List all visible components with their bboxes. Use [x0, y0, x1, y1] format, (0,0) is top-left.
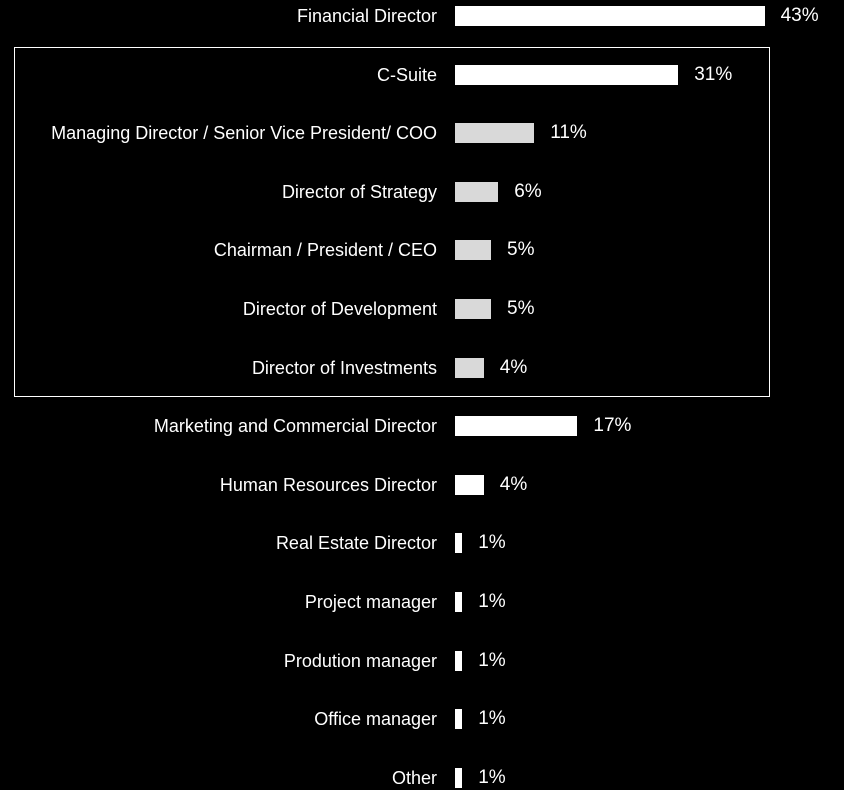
value-label: 4%	[499, 473, 528, 495]
category-label: Real Estate Director	[275, 533, 437, 554]
value-label: 1%	[478, 532, 506, 554]
category-label: Other	[391, 767, 437, 788]
bar	[455, 767, 463, 788]
value-label: 11%	[550, 122, 587, 144]
bar	[455, 474, 484, 495]
category-label: Director of Investments	[251, 357, 437, 378]
category-label: Office manager	[314, 709, 437, 730]
value-label: 31%	[694, 63, 733, 85]
bar	[455, 240, 491, 261]
bar	[455, 181, 499, 202]
category-label: Project manager	[304, 592, 437, 612]
bar	[455, 709, 463, 730]
category-label: Managing Director / Senior Vice Presiden…	[51, 123, 437, 144]
bar	[455, 533, 463, 554]
bar	[455, 299, 491, 319]
value-label: 1%	[478, 708, 506, 730]
category-label: Marketing and Commercial Director	[153, 416, 437, 437]
bar	[455, 123, 535, 144]
bar	[455, 64, 679, 85]
bar	[455, 357, 484, 378]
bar	[455, 650, 463, 671]
bar	[455, 6, 765, 26]
category-label: C-Suite	[376, 64, 437, 85]
value-label: 1%	[478, 766, 506, 788]
category-label: Director of Strategy	[281, 181, 437, 202]
category-label: Prodution manager	[283, 650, 437, 671]
value-label: 17%	[593, 415, 632, 437]
bar	[455, 416, 578, 437]
value-label: 5%	[507, 239, 535, 261]
value-label: 43%	[780, 5, 819, 26]
value-label: 6%	[514, 180, 542, 202]
value-label: 1%	[478, 649, 506, 671]
value-label: 1%	[478, 591, 506, 612]
value-label: 4%	[499, 356, 528, 378]
category-label: Director of Development	[242, 299, 437, 319]
bar	[455, 592, 463, 612]
category-label: Chairman / President / CEO	[213, 240, 437, 261]
group-box	[14, 47, 770, 397]
category-label: Human Resources Director	[219, 474, 437, 495]
value-label: 5%	[507, 298, 535, 319]
category-label: Financial Director	[296, 6, 437, 26]
